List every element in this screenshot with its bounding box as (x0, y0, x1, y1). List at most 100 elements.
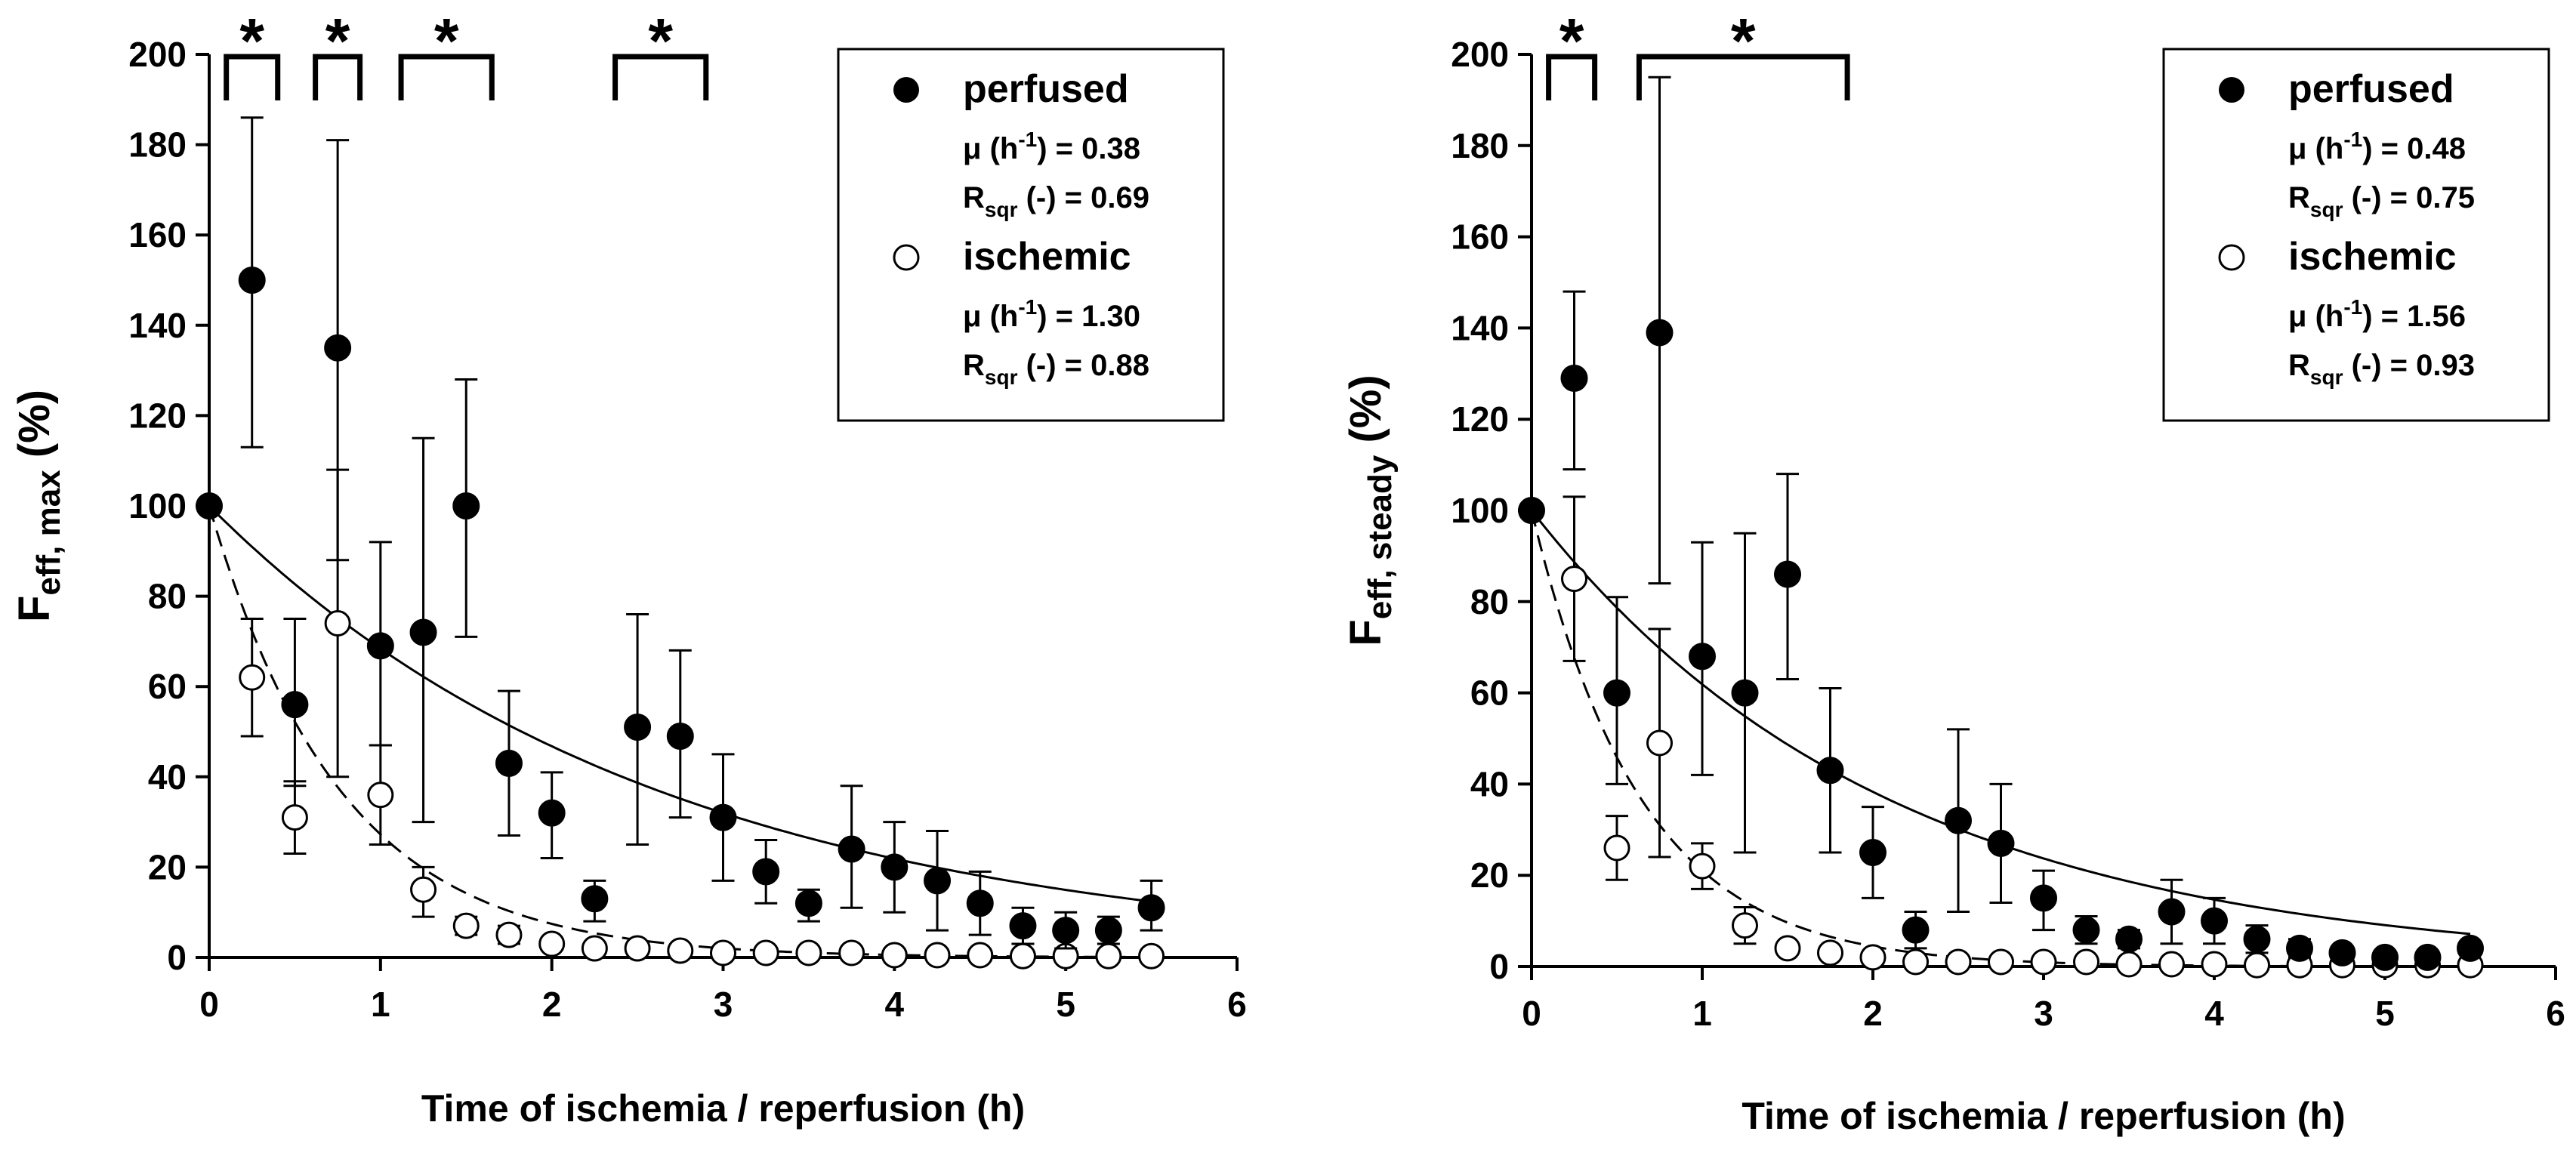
legend-marker-open (2218, 244, 2245, 271)
y-tick-label: 40 (1470, 764, 1509, 803)
x-tick-label: 5 (2375, 994, 2395, 1033)
data-point-perfused (2457, 934, 2484, 962)
data-point-ischemic (1859, 944, 1886, 971)
data-point-ischemic (667, 937, 694, 964)
data-point-ischemic (1817, 939, 1843, 966)
data-point-perfused (2158, 898, 2186, 926)
data-point-ischemic (838, 939, 865, 966)
y-tick-label: 60 (148, 667, 187, 706)
legend-mu: μ (h-1) = 0.48 (2288, 128, 2466, 165)
data-point-ischemic (752, 939, 779, 966)
x-tick-label: 0 (1522, 994, 1541, 1033)
data-point-perfused (2414, 943, 2442, 971)
x-axis-label: Time of ischemia / reperfusion (h) (1741, 1095, 2345, 1137)
legend-r-label: R (963, 349, 985, 382)
x-tick-label: 2 (1863, 994, 1883, 1033)
x-tick-label: 2 (542, 985, 562, 1024)
legend-mu-value: ) = 1.30 (1037, 300, 1140, 333)
data-point-ischemic (881, 942, 908, 969)
legend-label: ischemic (2288, 235, 2457, 279)
data-point-ischemic (2073, 948, 2099, 976)
series-ischemic (196, 468, 1165, 970)
y-axis-label-unit: (%) (10, 390, 59, 470)
data-point-ischemic (324, 609, 351, 637)
data-point-ischemic (452, 912, 480, 939)
y-tick-label: 60 (1470, 674, 1509, 713)
legend-rsqr: Rsqr (-) = 0.88 (963, 349, 1149, 389)
legend-r-sub: sqr (985, 365, 1018, 389)
y-tick-label: 80 (1470, 582, 1509, 621)
x-tick-label: 6 (2546, 994, 2565, 1033)
data-point-perfused (881, 853, 909, 881)
x-axis-label: Time of ischemia / reperfusion (h) (421, 1087, 1025, 1130)
data-point-perfused (1774, 560, 1801, 588)
legend-r-value: (-) = 0.75 (2343, 181, 2475, 214)
data-point-perfused (794, 889, 822, 917)
x-tick-label: 6 (1227, 985, 1247, 1024)
x-tick-label: 3 (714, 985, 733, 1024)
data-point-ischemic (1988, 948, 2014, 976)
data-point-perfused (1859, 839, 1886, 866)
y-tick-label: 120 (1451, 399, 1509, 439)
legend-mu-exp: -1 (2343, 128, 2362, 151)
significance-bracket (398, 54, 495, 100)
legend-marker-filled (2219, 77, 2244, 103)
significance-star: * (1559, 5, 1584, 76)
chart-panel-right: 0 20 40 60 80 100 120 140 160 180 200 0 1 2 3 4 5 6 Time o… (1341, 5, 2565, 1137)
significance-star: * (1731, 5, 1756, 76)
significance-bracket (1546, 54, 1598, 100)
y-tick-label: 0 (167, 938, 187, 977)
x-tick-label: 1 (1692, 994, 1712, 1033)
data-point-ischemic (1095, 942, 1122, 970)
legend-mu-label: μ (h (963, 132, 1018, 165)
data-point-ischemic (410, 876, 437, 903)
legend-r-sub: sqr (2310, 198, 2343, 221)
data-point-perfused (752, 858, 780, 886)
data-point-perfused (838, 835, 865, 863)
data-point-perfused (324, 334, 352, 362)
x-tick-label: 3 (2034, 994, 2053, 1033)
legend-mu-value: ) = 0.38 (1037, 132, 1140, 165)
significance-bracket (313, 54, 363, 100)
data-point-ischemic (1732, 912, 1758, 939)
series-perfused (1518, 76, 2484, 971)
y-axis-label-sub: eff, max (30, 470, 67, 596)
legend-mu-label: μ (h (2288, 300, 2343, 333)
y-tick-label: 20 (1470, 856, 1509, 895)
data-point-ischemic (495, 921, 523, 948)
legend-r-label: R (2288, 349, 2310, 382)
significance-bracket (612, 54, 709, 100)
y-tick-label: 200 (1451, 35, 1509, 74)
legend-mu: μ (h-1) = 0.38 (963, 128, 1140, 165)
data-point-perfused (2328, 939, 2356, 966)
legend-mu-label: μ (h (2288, 132, 2343, 165)
legend-mu: μ (h-1) = 1.56 (2288, 295, 2466, 333)
legend-mu-label: μ (h (963, 300, 1018, 333)
data-point-ischemic (1646, 729, 1673, 757)
y-axis-label-sub: eff, steady (1362, 455, 1399, 619)
data-point-perfused (409, 618, 437, 646)
legend-rsqr: Rsqr (-) = 0.93 (2288, 349, 2475, 389)
data-point-perfused (2030, 884, 2057, 912)
legend-r-label: R (963, 181, 985, 214)
data-point-perfused (666, 722, 694, 750)
x-tick-label: 4 (2204, 994, 2224, 1033)
data-point-ischemic (1689, 852, 1716, 880)
data-point-ischemic (581, 935, 608, 962)
data-point-perfused (624, 714, 652, 741)
significance-star: * (325, 5, 350, 76)
legend-r-sub: sqr (2310, 365, 2343, 389)
legend-mu-exp: -1 (1018, 128, 1037, 151)
y-tick-label: 100 (1451, 491, 1509, 530)
x-tick-label: 0 (199, 985, 219, 1024)
data-point-perfused (196, 492, 223, 519)
y-axis-label-unit: (%) (1341, 375, 1390, 455)
legend-mu-exp: -1 (2343, 295, 2362, 319)
data-point-perfused (2201, 907, 2228, 935)
y-tick-label: 180 (128, 125, 187, 165)
y-tick-label: 140 (1451, 308, 1509, 347)
x-tick-label: 5 (1056, 985, 1075, 1024)
data-point-ischemic (924, 942, 951, 969)
